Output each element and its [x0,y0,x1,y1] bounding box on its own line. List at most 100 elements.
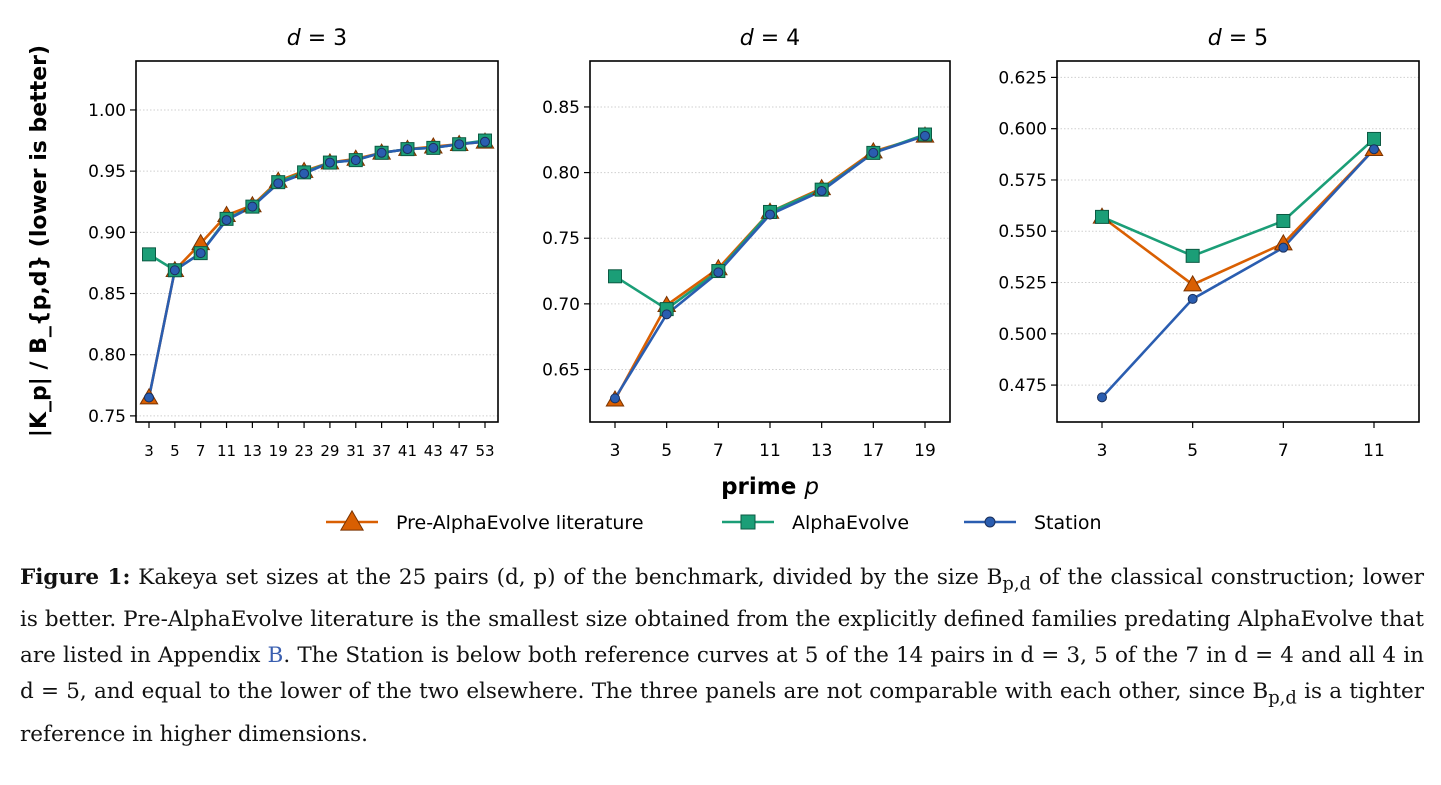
x-tick-label: 5 [1187,441,1198,461]
legend: Pre-AlphaEvolve literature AlphaEvolve Sta… [326,509,1102,534]
point-station [428,142,439,153]
y-tick-label: 0.525 [998,274,1047,294]
series-line-pre-alphaevolve-literature [147,140,486,398]
y-tick-label: 0.625 [998,68,1047,88]
x-tick-label: 19 [269,442,288,460]
point-station [247,201,258,212]
point-alphaevolve [142,247,156,262]
y-axis-label: |K_p| / B_{p,d} (lower is better) [27,45,52,437]
x-tick-label: 7 [196,442,206,460]
figure-caption: Figure 1: Kakeya set sizes at the 25 pai… [20,560,1424,753]
x-tick-label: 11 [1363,441,1385,461]
x-tick-label: 3 [144,442,154,460]
y-tick-label: 0.500 [998,325,1047,345]
series-line-station [1101,148,1375,399]
panel-1: 0.75 0.80 0.85 0.90 0.95 1.00 3 5 7 11 13 19 23 29 31 3… [88,26,499,460]
x-axis-label: prime p [721,474,819,500]
axes-frame [1056,60,1420,423]
point-station [402,144,413,155]
x-tick-label: 11 [217,442,236,460]
y-tick-label: 0.550 [998,222,1047,242]
series-line-pre-alphaevolve-literature [613,134,926,401]
caption-label: Figure 1: [20,565,131,590]
x-tick-label: 7 [713,441,724,461]
x-tick-label: 5 [661,441,672,461]
x-tick-label: 43 [424,442,443,460]
y-tick-label: 0.80 [542,164,580,184]
point-station [273,178,284,189]
caption-text-3: . The Station is below both reference cu… [20,643,1424,705]
x-tick-label: 3 [610,441,621,461]
x-tick-label: 11 [759,441,781,461]
point-pre-alphaevolve-literature [1183,274,1203,292]
y-tick-label: 0.75 [88,407,126,427]
y-tick-label: 1.00 [88,101,126,121]
figure: 0.750.800.850.900.951.003 5 7 11 13 19 23 29 31 3… [27,26,1420,534]
x-tick-label: 31 [346,442,365,460]
y-tick-label: 0.95 [88,162,126,182]
x-tick-label: 29 [320,442,339,460]
caption-sub-2: p,d [1268,687,1297,709]
point-alphaevolve [1185,248,1200,263]
x-tick-label: 41 [398,442,417,460]
x-tick-label: 19 [914,441,936,461]
point-station [480,136,490,147]
caption-text-2: of the classical construction; lower is … [20,565,1424,669]
panel-title: d = 5 [1208,26,1268,51]
x-tick-label: 3 [1097,441,1108,461]
panel-2: 0.65 0.70 0.75 0.80 0.85 3 5 7 11 13 17 19 d = 4 [542,26,951,461]
panel-title: d = 4 [740,26,800,51]
point-alphaevolve [608,269,622,284]
point-station [1097,392,1107,403]
y-tick-label: 0.575 [998,171,1047,191]
x-tick-label: 13 [811,441,833,461]
legend-marker-pre-alphaevolve-literature [339,509,365,531]
axes-frame [135,60,499,423]
x-tick-label: 37 [372,442,391,460]
point-alphaevolve [1276,213,1291,228]
x-tick-label: 7 [1278,441,1289,461]
point-station [920,130,930,141]
y-tick-label: 0.90 [88,223,126,243]
panel-title: d = 3 [287,26,347,51]
legend-marker-station [984,516,996,528]
y-tick-label: 0.75 [542,229,580,249]
point-station [765,209,775,220]
point-station [350,155,361,166]
legend-label-station: Station [1034,512,1102,534]
x-tick-label: 53 [475,442,494,460]
appendix-link[interactable]: B [267,643,284,669]
x-tick-label: 17 [863,441,885,461]
x-tick-label: 47 [450,442,469,460]
y-tick-label: 0.80 [88,346,126,366]
point-station [610,393,620,404]
y-tick-label: 0.70 [542,295,580,315]
point-station [713,267,724,278]
x-tick-label: 13 [243,442,262,460]
point-station [868,147,879,158]
point-station [454,139,465,150]
series-line-alphaevolve [614,133,926,311]
panel-3: 0.475 0.500 0.525 0.550 0.575 0.600 0.625 3 5 7 11… [998,26,1420,461]
y-tick-label: 0.65 [542,360,580,380]
series-line-alphaevolve [1101,137,1375,258]
point-station [144,392,154,403]
series-line-station [147,140,486,398]
point-alphaevolve [1095,209,1109,224]
caption-text-1: Kakeya set sizes at the 25 pairs (d, p) … [130,565,1003,590]
series-line-pre-alphaevolve-literature [1101,148,1375,287]
caption-text-4: is a tighter reference in higher dimensi… [20,679,1425,747]
point-station [221,215,232,226]
legend-marker-alphaevolve [740,514,756,530]
legend-label-alphaevolve: AlphaEvolve [792,512,909,534]
point-station [661,309,672,320]
y-tick-label: 0.85 [542,98,580,118]
point-station [169,265,180,276]
point-station [195,248,206,259]
point-station [1278,242,1289,253]
point-station [324,157,335,168]
axes-frame [589,60,951,423]
point-station [299,168,310,179]
legend-label-pre-alphaevolve-literature: Pre-AlphaEvolve literature [396,512,644,534]
caption-sub-1: p,d [1002,573,1032,595]
